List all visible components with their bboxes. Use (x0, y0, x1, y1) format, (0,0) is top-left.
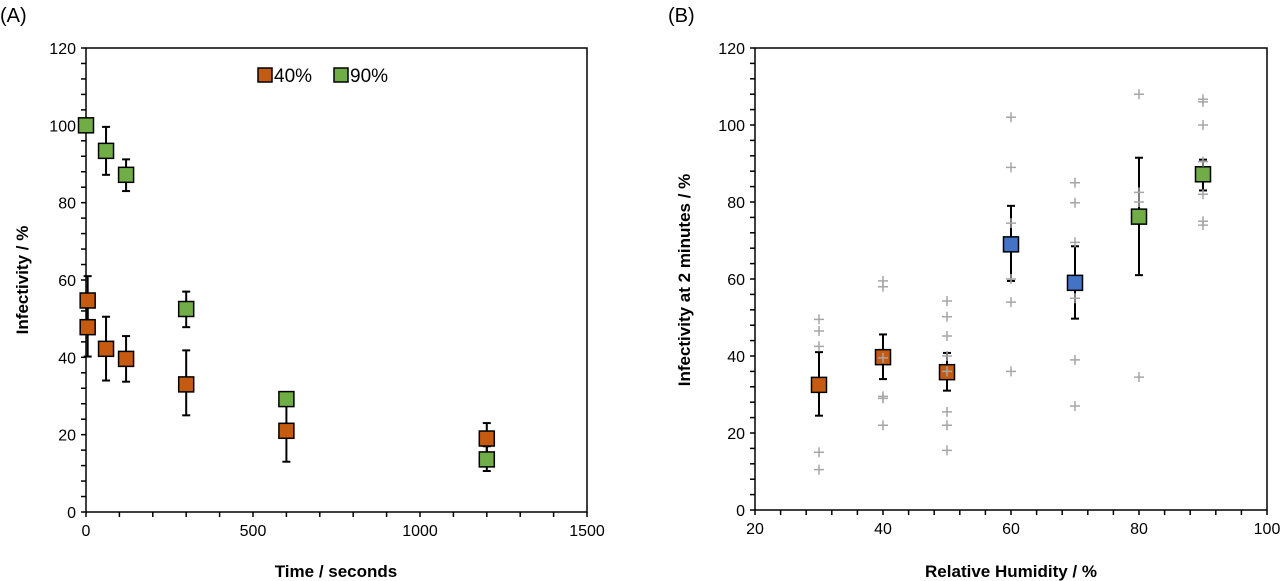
mean-point (1002, 236, 1020, 253)
data-point-40 (79, 318, 96, 336)
data-point-40 (478, 430, 496, 447)
replicate-point (942, 311, 952, 322)
data-point-90 (77, 117, 95, 134)
replicate-point (942, 366, 952, 377)
replicate-point (1070, 401, 1080, 412)
replicate-point (814, 341, 824, 352)
y-tick-label-b: 40 (727, 349, 745, 366)
y-tick-label-b: 60 (727, 272, 745, 289)
data-point-90 (478, 451, 496, 468)
replicate-point (1198, 120, 1208, 130)
replicate-point (1006, 218, 1016, 229)
data-point-40 (177, 376, 195, 393)
x-axis-label-a: Time / seconds (275, 562, 398, 581)
plot-area-a (85, 47, 588, 513)
x-tick-label-a: 0 (82, 523, 91, 540)
x-tick-label-b: 80 (1130, 521, 1148, 538)
data-point-90 (117, 166, 135, 184)
x-tick-label-b: 40 (874, 521, 892, 538)
replicate-point (942, 420, 952, 431)
data-point-90 (278, 390, 295, 408)
replicate-point (1006, 162, 1016, 173)
replicate-point (814, 464, 824, 475)
y-tick-label-b: 0 (736, 503, 745, 520)
replicate-point (1070, 197, 1080, 208)
legend: 40% 90% (257, 66, 388, 87)
replicate-point (1006, 274, 1016, 284)
replicate-point (814, 314, 824, 325)
replicate-point (1006, 297, 1016, 308)
replicate-point (1198, 96, 1208, 107)
y-axis-label-b: Infectivity at 2 minutes / % (675, 174, 694, 387)
replicate-point (1198, 189, 1208, 200)
replicate-point (878, 420, 888, 431)
y-tick-label-b: 20 (727, 426, 745, 443)
y-tick-label-a: 120 (49, 41, 76, 58)
replicate-point (942, 406, 952, 417)
y-tick-label-a: 20 (58, 428, 76, 445)
legend-label-40: 40% (274, 66, 312, 87)
x-axis-label-b: Relative Humidity / % (925, 562, 1097, 581)
mean-point (1194, 166, 1212, 183)
mean-point (1066, 274, 1084, 292)
replicate-point (878, 393, 888, 404)
data-point-40 (117, 350, 135, 368)
replicate-point (1070, 237, 1080, 248)
y-tick-label-a: 80 (58, 196, 76, 213)
panel-label-a: (A) (0, 5, 27, 27)
y-axis-label-a: Infectivity / % (13, 226, 32, 335)
data-point-90 (97, 142, 115, 160)
replicate-point (942, 295, 952, 306)
replicate-point (1006, 112, 1016, 123)
y-tick-label-b: 120 (718, 41, 745, 58)
legend-swatch-90 (333, 67, 349, 83)
replicate-point (942, 445, 952, 456)
replicate-point (1070, 293, 1080, 304)
replicate-point (1134, 187, 1144, 198)
replicate-point (1198, 156, 1208, 167)
x-tick-label-b: 60 (1002, 521, 1020, 538)
replicate-point (942, 351, 952, 361)
x-tick-label-a: 1000 (402, 523, 438, 540)
legend-label-90: 90% (350, 66, 388, 87)
x-tick-label-b: 20 (746, 521, 764, 538)
replicate-point (814, 325, 824, 336)
replicate-point (1134, 197, 1144, 207)
replicate-point (1070, 177, 1080, 188)
data-point-40 (278, 422, 295, 440)
replicate-point (1134, 372, 1144, 383)
mean-point (810, 376, 828, 394)
data-point-90 (177, 300, 195, 318)
y-tick-label-a: 100 (49, 118, 76, 135)
y-tick-label-b: 80 (727, 195, 745, 212)
replicate-point (878, 352, 888, 363)
replicate-point (1070, 354, 1080, 365)
x-tick-label-a: 500 (240, 523, 267, 540)
replicate-point (878, 281, 888, 292)
replicate-point (1198, 220, 1208, 231)
replicate-point (942, 330, 952, 341)
mean-point (1130, 208, 1148, 225)
data-point-40 (79, 292, 96, 309)
y-tick-label-a: 0 (67, 505, 76, 522)
y-tick-label-a: 60 (58, 273, 76, 290)
legend-swatch-40 (257, 67, 273, 83)
y-tick-label-a: 40 (58, 350, 76, 367)
y-tick-label-b: 100 (718, 118, 745, 135)
data-point-40 (97, 340, 115, 358)
replicate-point (1134, 89, 1144, 100)
panel-label-b: (B) (668, 5, 695, 27)
replicate-point (1006, 366, 1016, 377)
x-tick-label-b: 100 (1254, 521, 1280, 538)
replicate-point (814, 447, 824, 458)
x-tick-label-a: 1500 (569, 523, 605, 540)
